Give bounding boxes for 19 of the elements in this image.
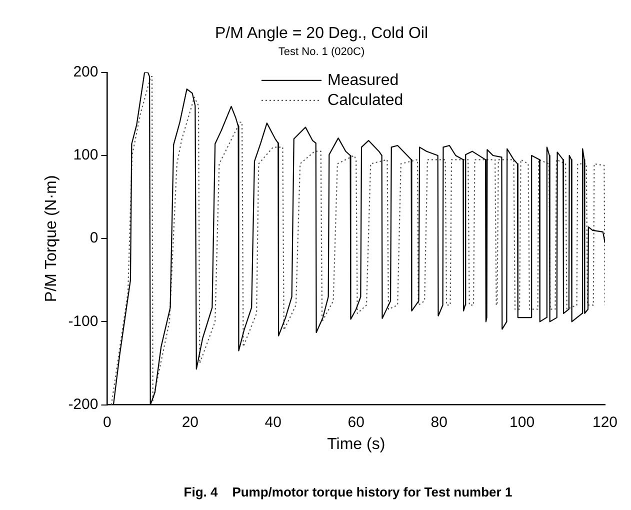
y-tick-label: 0	[90, 230, 98, 247]
y-tick-label: -200	[68, 396, 98, 413]
x-tick-label: 60	[348, 414, 364, 431]
x-tick-label: 80	[430, 414, 448, 431]
legend-label: Measured	[328, 72, 399, 89]
chart-title: P/M Angle = 20 Deg., Cold Oil	[215, 25, 428, 42]
y-tick-label: 200	[73, 64, 98, 81]
caption: Fig. 4 Pump/motor torque history for Test number 1	[184, 484, 512, 500]
x-tick-label: 20	[182, 414, 199, 431]
x-axis-title: Time (s)	[327, 436, 386, 453]
x-tick-label: 100	[510, 414, 535, 431]
chart-subtitle: Test No. 1 (020C)	[278, 46, 365, 58]
y-axis-title: P/M Torque (N·m)	[43, 175, 60, 302]
x-tick-label: 40	[264, 414, 282, 431]
x-tick-label: 120	[592, 414, 618, 431]
x-tick-label: 0	[103, 414, 112, 431]
y-tick-label: -100	[68, 312, 98, 330]
legend-label: Calculated	[328, 92, 404, 109]
y-tick-label: 100	[73, 146, 98, 164]
